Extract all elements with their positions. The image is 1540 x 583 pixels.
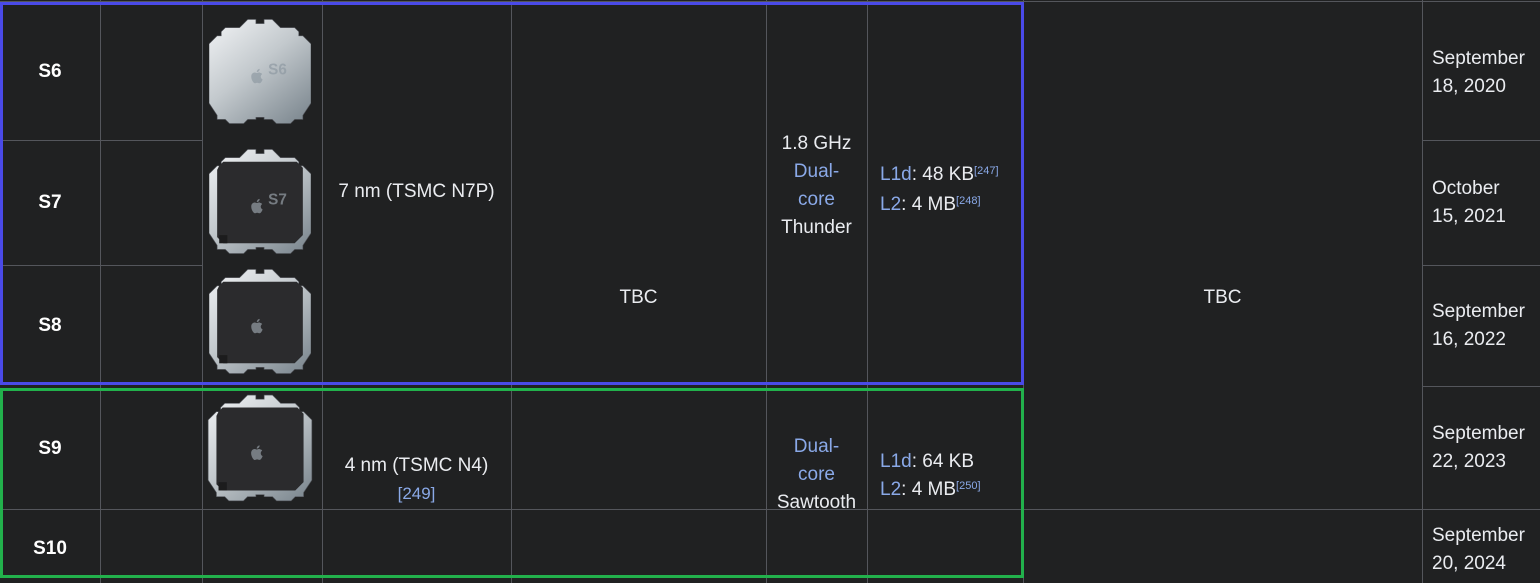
svg-text:S6: S6 [268, 62, 287, 79]
svg-text:S7: S7 [268, 192, 287, 209]
